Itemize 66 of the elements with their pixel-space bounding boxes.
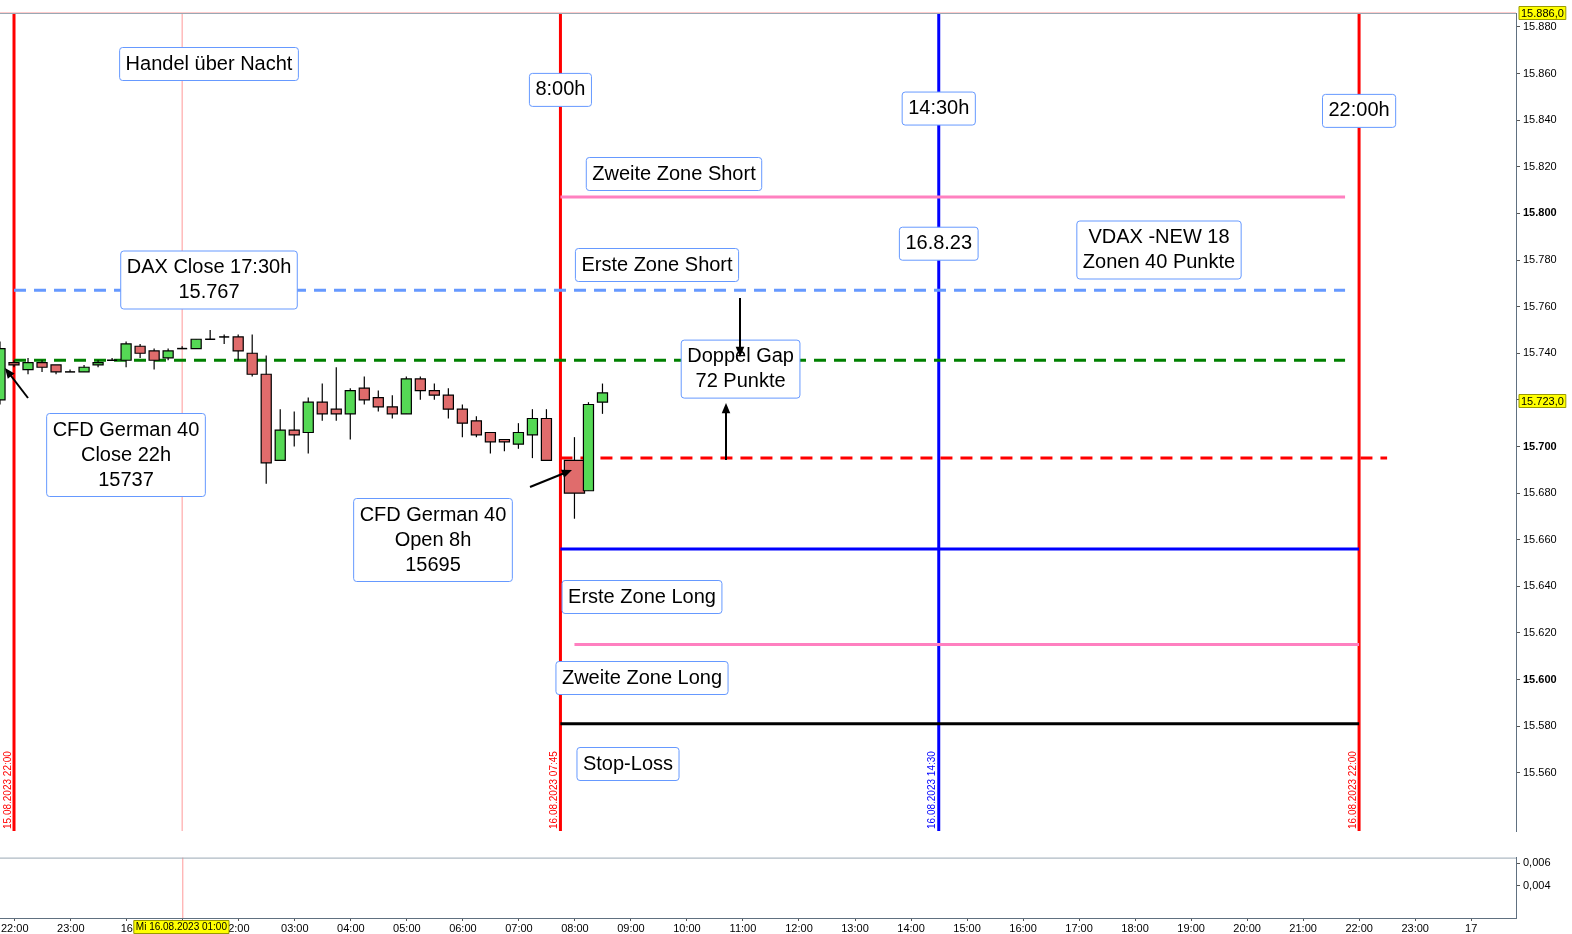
x-tick-label: 08:00	[561, 921, 589, 934]
x-tick-label: 13:00	[841, 921, 869, 934]
y-tick-label: 15.640	[1523, 579, 1557, 592]
annotation: 14:30h	[908, 96, 970, 119]
annotation: Doppel Gap 72 Punkte	[687, 344, 794, 392]
x-tick-label: 23:00	[57, 921, 85, 934]
x-tick-label: 12:00	[785, 921, 813, 934]
x-tick-label: 22:00	[1345, 921, 1373, 934]
annotation: 8:00h	[535, 77, 586, 100]
x-tick-label: 16:00	[1009, 921, 1037, 934]
ref-line-label: 16.08.2023 07:45	[548, 750, 560, 829]
y-tick-label: 15.820	[1523, 159, 1557, 172]
y-tick-label: 15.560	[1523, 765, 1557, 778]
x-tick-label: 07:00	[505, 921, 533, 934]
x-tick-label: 11:00	[729, 921, 757, 934]
x-tick-label: 16	[120, 921, 133, 934]
y-tick-label: 15.860	[1523, 66, 1557, 79]
y-tick-label: 15.740	[1523, 346, 1557, 359]
x-tick-label: 17	[1465, 921, 1478, 934]
y-tick-label: 15.880	[1523, 20, 1557, 33]
ref-line-label: 16.08.2023 14:30	[926, 750, 938, 829]
y-tick-label: 15.760	[1523, 299, 1557, 312]
x-tick-label: 21:00	[1289, 921, 1317, 934]
x-tick-label: 15:00	[953, 921, 981, 934]
y-tick-label: 15.840	[1523, 113, 1557, 126]
annotation: CFD German 40 Close 22h 15737	[52, 417, 200, 490]
y-tick-label: 15.580	[1523, 719, 1557, 732]
y-tick-label: 15.680	[1523, 486, 1557, 499]
x-tick-label: 06:00	[449, 921, 477, 934]
x-tick-label: 04:00	[337, 921, 365, 934]
y-tick-label: 15.600	[1523, 672, 1557, 685]
x-tick-label: 19:00	[1177, 921, 1205, 934]
annotation: VDAX -NEW 18 Zonen 40 Punkte	[1082, 225, 1236, 273]
ref-line-label: 15.08.2023 22:00	[1, 750, 13, 829]
annotation: 22:00h	[1328, 98, 1390, 121]
x-tick-label: 03:00	[281, 921, 309, 934]
annotation: Zweite Zone Long	[561, 665, 723, 688]
x-tick-label: 2:00	[228, 921, 250, 934]
annotation: Erste Zone Long	[568, 584, 716, 607]
y-tick-label: 15.780	[1523, 253, 1557, 266]
y-tick-label: 0,006	[1523, 856, 1551, 869]
x-tick-label: 09:00	[617, 921, 645, 934]
x-tick-label: 14:00	[897, 921, 925, 934]
x-tick-label: 05:00	[393, 921, 421, 934]
x-tick-label: 17:00	[1065, 921, 1093, 934]
x-tick-label: 23:00	[1401, 921, 1429, 934]
x-tick-label: 22:00	[1, 921, 29, 934]
annotation: Zweite Zone Short	[592, 161, 757, 184]
y-tick-label: 15.800	[1523, 206, 1557, 219]
y-tick-label: 15.700	[1523, 439, 1557, 452]
annotation: Stop-Loss	[582, 751, 674, 774]
text: 15.723,0	[1521, 394, 1564, 407]
ref-line-label: 15.886,0	[1521, 6, 1564, 19]
annotation: CFD German 40 Open 8h 15695	[359, 502, 507, 575]
ref-line-label: 16.08.2023 22:00	[1346, 750, 1358, 829]
x-tick-label: 20:00	[1233, 921, 1261, 934]
annotation: 16.8.23	[905, 231, 973, 254]
x-tick-label: 10:00	[673, 921, 701, 934]
y-tick-label: 15.660	[1523, 532, 1557, 545]
annotation: Handel über Nacht	[125, 51, 293, 74]
y-tick-label: 0,004	[1523, 878, 1551, 891]
ref-line-label: Mi 16.08.2023 01:00	[135, 921, 228, 933]
annotation: Erste Zone Short	[581, 252, 734, 275]
y-tick-label: 15.620	[1523, 625, 1557, 638]
x-tick-label: 18:00	[1121, 921, 1149, 934]
annotation: DAX Close 17:30h 15.767	[126, 255, 292, 303]
